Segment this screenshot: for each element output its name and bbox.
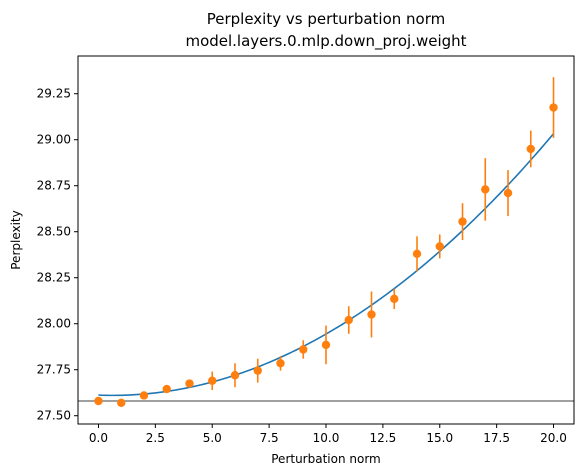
y-tick-label: 29.00 [37,133,71,147]
data-point [162,384,171,394]
data-point [390,294,399,304]
data-point [321,340,331,350]
x-tick-label: 17.5 [483,431,510,445]
data-point [412,249,422,258]
data-point [185,379,194,388]
plot-area: 0.0 2.5 5.0 7.5 10.0 12.5 15.0 17.5 20.0 27.50 27.… [37,55,575,445]
x-tick-label: 15.0 [426,431,453,445]
data-point [503,188,513,198]
y-tick-label: 28.75 [37,179,71,193]
data-point [139,391,149,400]
x-axis-label: Perturbation norm [271,452,381,466]
data-point [526,144,535,154]
x-tick-label: 10.0 [313,431,340,445]
y-tick-label: 28.00 [37,317,71,331]
y-tick-label: 27.75 [37,363,71,377]
x-tick-label: 5.0 [203,431,222,445]
y-tick-label: 29.25 [37,87,71,101]
data-point [253,366,262,375]
y-axis-label: Perplexity [9,210,23,270]
data-point [458,217,467,226]
data-point [481,185,490,194]
data-point [549,103,558,112]
data-point [435,242,444,251]
data-point [230,371,240,380]
chart-subtitle: model.layers.0.mlp.down_proj.weight [185,32,466,51]
y-tick-label: 28.50 [37,225,71,239]
plot-frame [77,55,575,425]
y-tick-label: 28.25 [37,271,71,285]
data-point [344,315,353,325]
x-tick-label: 12.5 [370,431,397,445]
x-tick-label: 20.0 [540,431,567,445]
x-tick-label: 0.0 [89,431,108,445]
chart-title: Perplexity vs perturbation norm [207,10,445,28]
y-tick-label: 27.50 [37,409,71,423]
data-point [276,359,285,368]
data-point [299,345,308,354]
data-point [117,398,126,408]
data-point [208,376,217,385]
data-point [367,310,376,319]
data-point [94,396,103,406]
x-tick-label: 2.5 [146,431,165,445]
x-tick-label: 7.5 [260,431,279,445]
